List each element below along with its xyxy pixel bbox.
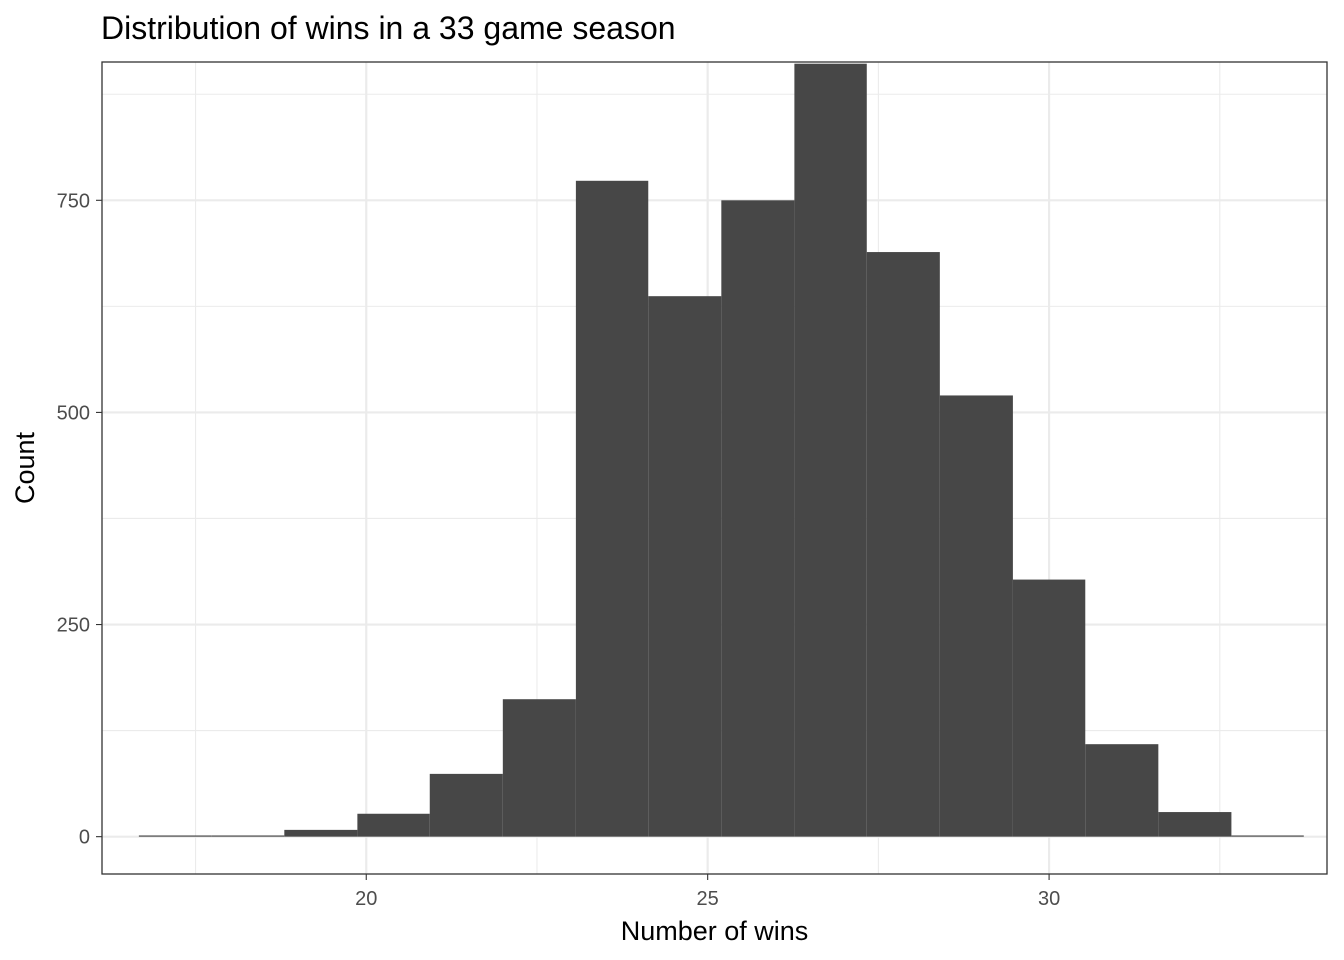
histogram-bar-2 [211,835,285,837]
axis-ticks: 20 25 30 0 250 500 750 [57,190,1061,910]
x-axis-title: Number of wins [621,916,809,946]
histogram-bar-14 [1085,744,1159,837]
y-tick-label: 750 [57,190,90,212]
x-tick-label: 25 [697,888,719,910]
y-tick-label: 0 [79,827,90,849]
histogram-bar-8 [648,296,722,837]
y-tick-label: 500 [57,402,90,424]
histogram-bar-10 [794,63,867,837]
histogram-bar-15 [1158,812,1232,837]
x-tick-label: 20 [355,888,377,910]
chart-title: Distribution of wins in a 33 game season [101,10,676,46]
histogram-bar-12 [939,395,1013,837]
histogram-bar-7 [575,180,649,837]
histogram-bar-16 [1231,835,1304,837]
y-tick-label: 250 [57,615,90,637]
histogram-bars [138,63,1304,837]
histogram-bar-3 [284,829,358,837]
panel-border [101,61,1328,875]
histogram-bar-13 [1012,579,1086,837]
histogram-bar-5 [429,773,503,837]
histogram-bar-6 [502,699,576,837]
histogram-bar-9 [721,200,795,837]
histogram-bar-4 [357,813,430,837]
histogram-bar-11 [866,252,940,837]
y-axis-title: Count [10,431,40,504]
histogram-bar-1 [138,835,212,837]
x-tick-label: 30 [1038,888,1060,910]
